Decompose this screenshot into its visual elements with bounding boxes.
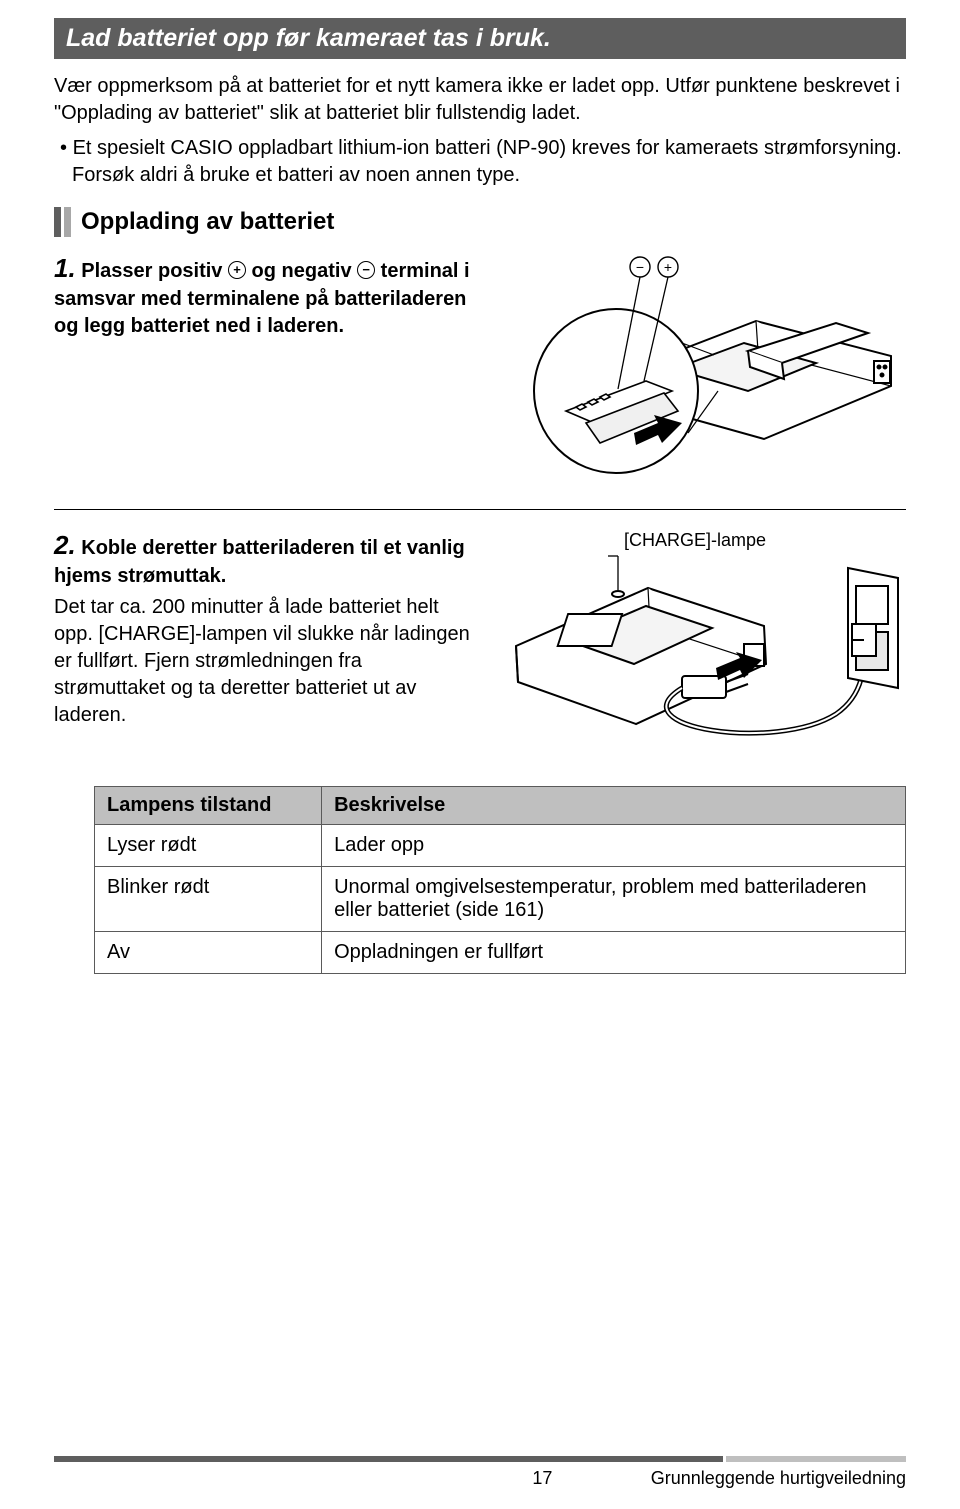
page-footer: 17 Grunnleggende hurtigveiledning (0, 1456, 960, 1489)
lamp-status-table: Lampens tilstand Beskrivelse Lyser rødt … (94, 786, 906, 974)
section-header: Opplading av batteriet (54, 207, 906, 237)
section-bars-icon (54, 207, 71, 237)
table-header-row: Lampens tilstand Beskrivelse (95, 787, 906, 825)
step-2-illustration: [CHARGE]-lampe (496, 528, 906, 758)
section-title: Opplading av batteriet (81, 208, 334, 236)
footer-bar-icon (54, 1456, 906, 1462)
charge-lamp-label: [CHARGE]-lampe (624, 530, 766, 551)
intro-paragraph: Vær oppmerksom på at batteriet for et ny… (54, 73, 906, 127)
plus-label-icon: + (664, 259, 672, 275)
plus-icon: + (228, 261, 246, 279)
footer-section-label: Grunnleggende hurtigveiledning (651, 1468, 906, 1489)
table-header-desc: Beskrivelse (322, 787, 906, 825)
page-number: 17 (532, 1468, 552, 1489)
table-cell-status: Av (95, 932, 322, 974)
step-1-title-b: og negativ (246, 260, 357, 282)
page-title-bar: Lad batteriet opp før kameraet tas i bru… (54, 18, 906, 59)
table-row: Av Oppladningen er fullført (95, 932, 906, 974)
step-1-illustration: − + (496, 251, 906, 481)
step-2-body: Det tar ca. 200 minutter å lade batterie… (54, 594, 472, 729)
table-row: Blinker rødt Unormal omgivelsestemperatu… (95, 867, 906, 932)
step-divider (54, 509, 906, 510)
table-row: Lyser rødt Lader opp (95, 825, 906, 867)
step-2-number: 2. (54, 530, 76, 560)
table-cell-status: Blinker rødt (95, 867, 322, 932)
table-cell-desc: Lader opp (322, 825, 906, 867)
table-cell-desc: Oppladningen er fullført (322, 932, 906, 974)
table-header-status: Lampens tilstand (95, 787, 322, 825)
step-2-title: Koble deretter batteriladeren til et van… (54, 537, 465, 587)
step-1-text: 1. Plasser positiv + og negativ − termin… (54, 251, 472, 340)
bullet-note: Et spesielt CASIO oppladbart lithium-ion… (72, 135, 906, 189)
step-1-number: 1. (54, 253, 76, 283)
step-1-title-a: Plasser positiv (81, 260, 228, 282)
table-cell-status: Lyser rødt (95, 825, 322, 867)
minus-label-icon: − (636, 259, 644, 275)
step-2-text: 2. Koble deretter batteriladeren til et … (54, 528, 472, 729)
step-2-row: 2. Koble deretter batteriladeren til et … (54, 528, 906, 758)
table-cell-desc: Unormal omgivelsestemperatur, problem me… (322, 867, 906, 932)
minus-icon: − (357, 261, 375, 279)
step-1-row: 1. Plasser positiv + og negativ − termin… (54, 251, 906, 481)
